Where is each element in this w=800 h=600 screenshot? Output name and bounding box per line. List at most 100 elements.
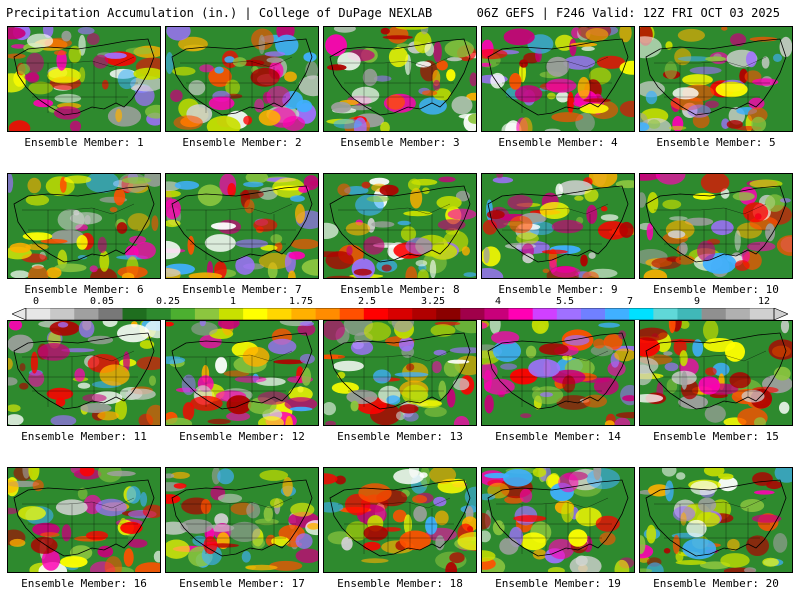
colorbar-swatch xyxy=(315,308,340,320)
colorbar-tick-label: 0.25 xyxy=(155,296,181,307)
precip-map xyxy=(166,174,318,278)
colorbar-tick-label: 1.75 xyxy=(288,296,314,307)
member-label: Ensemble Member: 9 xyxy=(498,283,618,296)
colorbar-swatch xyxy=(291,308,316,320)
precip-map xyxy=(324,174,476,278)
member-map-panel xyxy=(7,173,161,279)
colorbar-swatch xyxy=(267,308,292,320)
member-map-panel xyxy=(7,320,161,426)
member-label: Ensemble Member: 17 xyxy=(179,577,305,590)
colorbar-swatch xyxy=(339,308,365,320)
member-map-panel xyxy=(165,467,319,573)
member-label: Ensemble Member: 20 xyxy=(653,577,779,590)
colorbar-swatch xyxy=(412,308,437,320)
member-label: Ensemble Member: 15 xyxy=(653,430,779,443)
colorbar-tick-label: 7 xyxy=(626,296,634,307)
precip-map xyxy=(482,321,634,425)
colorbar-swatch xyxy=(387,308,413,320)
member-label: Ensemble Member: 13 xyxy=(337,430,463,443)
member-map-panel xyxy=(481,320,635,426)
member-label: Ensemble Member: 7 xyxy=(182,283,302,296)
colorbar-tick-label: 2.5 xyxy=(357,296,377,307)
member-map-panel xyxy=(639,26,793,132)
member-map-panel xyxy=(165,173,319,279)
precip-map xyxy=(166,321,318,425)
colorbar-swatch xyxy=(701,308,727,320)
member-label: Ensemble Member: 14 xyxy=(495,430,621,443)
member-map-panel xyxy=(639,320,793,426)
colorbar-swatch xyxy=(556,308,582,320)
member-label: Ensemble Member: 18 xyxy=(337,577,463,590)
precip-map xyxy=(324,468,476,572)
colorbar-tick-label: 5.5 xyxy=(555,296,575,307)
member-map-panel xyxy=(481,26,635,132)
colorbar-swatch xyxy=(749,308,775,320)
member-label: Ensemble Member: 3 xyxy=(340,136,460,149)
member-map-panel xyxy=(323,173,477,279)
colorbar-swatch xyxy=(194,308,220,320)
colorbar-swatch xyxy=(146,308,172,320)
precip-map xyxy=(8,468,160,572)
colorbar-swatch xyxy=(363,308,389,320)
colorbar-max-arrow xyxy=(773,308,788,320)
colorbar-tick-label: 12 xyxy=(757,296,771,307)
colorbar-swatch xyxy=(653,308,678,320)
precip-map xyxy=(324,321,476,425)
colorbar-swatch xyxy=(170,308,196,320)
member-label: Ensemble Member: 1 xyxy=(24,136,144,149)
colorbar-swatch xyxy=(532,308,558,320)
colorbar-tick-label: 0 xyxy=(32,296,40,307)
precip-map xyxy=(324,27,476,131)
colorbar-swatch xyxy=(50,308,75,320)
precip-map xyxy=(640,27,792,131)
colorbar-swatch xyxy=(243,308,268,320)
member-map-panel xyxy=(323,467,477,573)
member-map-panel xyxy=(165,320,319,426)
precip-map xyxy=(640,321,792,425)
precip-map xyxy=(8,174,160,278)
page-title: Precipitation Accumulation (in.) | Colle… xyxy=(6,6,433,20)
member-label: Ensemble Member: 12 xyxy=(179,430,305,443)
colorbar-tick-label: 4 xyxy=(494,296,502,307)
precip-map xyxy=(166,27,318,131)
colorbar-min-arrow xyxy=(12,308,27,320)
colorbar-swatch xyxy=(460,308,485,320)
member-map-panel xyxy=(639,173,793,279)
colorbar-tick-label: 9 xyxy=(693,296,701,307)
member-map-panel xyxy=(481,173,635,279)
colorbar-swatch xyxy=(26,308,51,320)
colorbar-swatch xyxy=(436,308,461,320)
colorbar-swatch xyxy=(605,308,630,320)
header: Precipitation Accumulation (in.) | Colle… xyxy=(0,0,800,24)
colorbar xyxy=(12,308,788,320)
member-map-panel xyxy=(481,467,635,573)
precip-map xyxy=(482,174,634,278)
colorbar-swatch xyxy=(484,308,509,320)
colorbar-swatch xyxy=(219,308,244,320)
colorbar-swatch xyxy=(122,308,147,320)
member-label: Ensemble Member: 11 xyxy=(21,430,147,443)
member-map-panel xyxy=(323,320,477,426)
member-label: Ensemble Member: 4 xyxy=(498,136,618,149)
precip-map xyxy=(8,27,160,131)
member-label: Ensemble Member: 8 xyxy=(340,283,460,296)
member-label: Ensemble Member: 6 xyxy=(24,283,144,296)
colorbar-swatch xyxy=(508,308,534,320)
colorbar-frame xyxy=(25,308,775,320)
member-label: Ensemble Member: 10 xyxy=(653,283,779,296)
colorbar-tick-label: 3.25 xyxy=(420,296,446,307)
colorbar-swatch xyxy=(98,308,123,320)
member-map-panel xyxy=(639,467,793,573)
colorbar-tick-label: 1 xyxy=(229,296,237,307)
member-map-panel xyxy=(7,467,161,573)
member-map-panel xyxy=(165,26,319,132)
valid-time: 06Z GEFS | F246 Valid: 12Z FRI OCT 03 20… xyxy=(476,6,780,20)
member-map-panel xyxy=(323,26,477,132)
precip-map xyxy=(482,468,634,572)
colorbar-swatch xyxy=(629,308,654,320)
precip-map xyxy=(166,468,318,572)
precip-map xyxy=(482,27,634,131)
colorbar-tick-label: 0.05 xyxy=(89,296,115,307)
colorbar-swatch xyxy=(580,308,606,320)
member-label: Ensemble Member: 2 xyxy=(182,136,302,149)
